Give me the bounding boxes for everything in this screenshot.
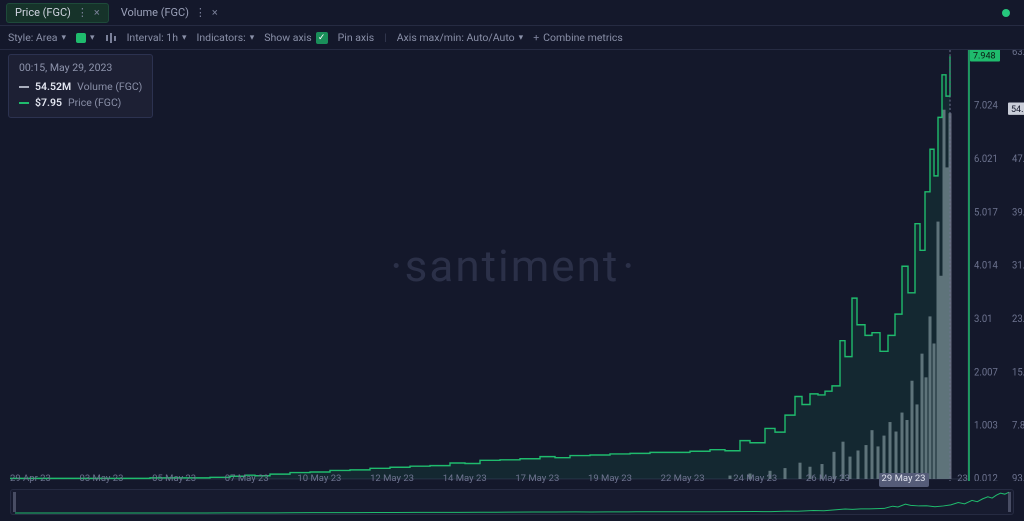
tabs-bar: Price (FGC) ⋮ × Volume (FGC) ⋮ × — [0, 0, 1024, 26]
x-tick-label: 17 May 23 — [515, 473, 559, 487]
legend-name: Price (FGC) — [68, 96, 121, 109]
legend-row-volume: 54.52M Volume (FGC) — [19, 80, 142, 93]
x-tick-label: 23 — [957, 473, 968, 487]
x-tick-label: 05 May 23 — [152, 473, 196, 487]
legend-value: 54.52M — [35, 80, 71, 93]
toolbar-divider: | — [384, 31, 387, 44]
svg-text:6.021: 6.021 — [974, 154, 998, 165]
chevron-down-icon: ▾ — [62, 33, 67, 43]
chart-toolbar: Style: Area ▾ ▾ Interval: 1h ▾ Indicator… — [0, 26, 1024, 50]
axis-maxmin-selector[interactable]: Axis max/min: Auto/Auto ▾ — [397, 31, 523, 44]
chart-type-icon[interactable] — [105, 33, 117, 43]
close-icon[interactable]: × — [212, 6, 218, 19]
show-axis-label: Show axis — [264, 31, 311, 44]
x-tick-label: 29 May 23 — [879, 473, 929, 487]
svg-text:2.007: 2.007 — [974, 367, 998, 378]
svg-text:39.39M: 39.39M — [1012, 207, 1024, 218]
legend-row-price: $7.95 Price (FGC) — [19, 96, 142, 109]
style-label: Style: Area — [8, 31, 58, 44]
svg-text:1.003: 1.003 — [974, 421, 998, 432]
x-tick-label: 12 May 23 — [370, 473, 414, 487]
svg-text:5.017: 5.017 — [974, 207, 998, 218]
tab-price[interactable]: Price (FGC) ⋮ × — [6, 3, 109, 23]
pin-axis-toggle[interactable]: Pin axis — [338, 31, 374, 44]
connection-status-icon — [1002, 9, 1010, 17]
svg-text:54.52M: 54.52M — [1011, 105, 1024, 115]
tab-label: Volume (FGC) — [121, 6, 189, 19]
svg-text:7.024: 7.024 — [974, 100, 998, 111]
tab-more-icon[interactable]: ⋮ — [77, 6, 88, 19]
legend-timestamp: 00:15, May 29, 2023 — [19, 61, 142, 74]
tab-more-icon[interactable]: ⋮ — [195, 6, 206, 19]
x-tick-label: 14 May 23 — [443, 473, 487, 487]
candles-icon — [105, 33, 117, 43]
chevron-down-icon: ▾ — [519, 33, 524, 43]
svg-text:0.012: 0.012 — [974, 473, 998, 481]
svg-text:23.63M: 23.63M — [1012, 314, 1024, 325]
chevron-down-icon: ▾ — [90, 33, 95, 43]
svg-text:47.27M: 47.27M — [1012, 154, 1024, 165]
x-tick-label: 26 May 23 — [806, 473, 850, 487]
chart-area[interactable]: santiment 0.0121.0032.0073.014.0145.0176… — [0, 50, 1024, 481]
show-axis-toggle[interactable]: Show axis ✓ — [264, 31, 327, 44]
combine-label: Combine metrics — [543, 31, 623, 44]
x-tick-label: 22 May 23 — [661, 473, 705, 487]
axis-maxmin-label: Axis max/min: Auto/Auto — [397, 31, 515, 44]
indicators-label: Indicators: — [197, 31, 246, 44]
svg-text:7.87M: 7.87M — [1012, 421, 1024, 432]
interval-selector[interactable]: Interval: 1h ▾ — [127, 31, 187, 44]
plus-icon: + — [533, 31, 539, 44]
pin-axis-label: Pin axis — [338, 31, 374, 44]
indicators-selector[interactable]: Indicators: ▾ — [197, 31, 255, 44]
chevron-down-icon: ▾ — [182, 33, 187, 43]
x-tick-label: 07 May 23 — [225, 473, 269, 487]
chart-canvas: 0.012 1.003 2.007 3.01 4.014 5.017 6.021 7.024 9… — [0, 50, 1024, 481]
legend-name: Volume (FGC) — [77, 80, 142, 93]
style-selector[interactable]: Style: Area ▾ — [8, 31, 66, 44]
color-swatch[interactable]: ▾ — [76, 33, 95, 43]
x-tick-label: 24 May 23 — [733, 473, 777, 487]
svg-text:93.7K: 93.7K — [1012, 473, 1024, 481]
minimap[interactable] — [10, 489, 1014, 515]
chart-legend: 00:15, May 29, 2023 54.52M Volume (FGC) … — [8, 54, 153, 118]
svg-text:3.01: 3.01 — [974, 314, 993, 325]
svg-text:7.948: 7.948 — [973, 51, 996, 61]
x-tick-label: 03 May 23 — [80, 473, 124, 487]
x-tick-label: 29 Apr 23 — [10, 473, 51, 487]
tab-label: Price (FGC) — [15, 6, 71, 19]
minimap-canvas — [11, 490, 1013, 514]
svg-text:4.014: 4.014 — [974, 260, 998, 271]
svg-text:15.75M: 15.75M — [1012, 367, 1024, 378]
combine-metrics-button[interactable]: + Combine metrics — [533, 31, 623, 44]
interval-label: Interval: 1h — [127, 31, 178, 44]
series-color-icon — [19, 102, 29, 104]
legend-value: $7.95 — [35, 96, 62, 109]
swatch-icon — [76, 33, 86, 43]
svg-text:31.51M: 31.51M — [1012, 261, 1024, 272]
svg-text:63.03M: 63.03M — [1012, 50, 1024, 58]
x-tick-label: 19 May 23 — [588, 473, 632, 487]
chevron-down-icon: ▾ — [250, 33, 255, 43]
close-icon[interactable]: × — [94, 6, 100, 19]
tab-volume[interactable]: Volume (FGC) ⋮ × — [113, 3, 226, 23]
checkbox-checked-icon: ✓ — [316, 32, 328, 44]
series-color-icon — [19, 86, 29, 88]
x-tick-label: 10 May 23 — [297, 473, 341, 487]
x-axis: 29 Apr 23 03 May 23 05 May 23 07 May 23 10 M… — [10, 473, 968, 487]
